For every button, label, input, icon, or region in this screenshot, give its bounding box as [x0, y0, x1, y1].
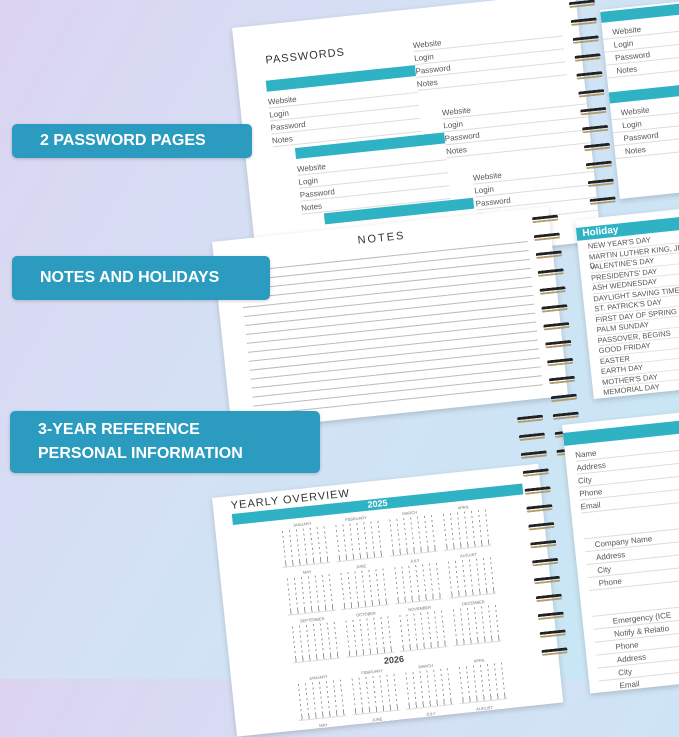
month-days: [342, 616, 394, 651]
month-days: [278, 526, 330, 562]
spiral-ring: [578, 88, 605, 98]
label-password-pages: 2 PASSWORD PAGES: [12, 124, 252, 158]
month-days: [283, 573, 335, 609]
spiral-ring: [545, 339, 572, 349]
personal-info-page: Name Address City Phone Email Company Name Add…: [562, 411, 679, 694]
spiral-ring: [580, 106, 607, 116]
mini-month-calendar: MARCH: [385, 507, 438, 557]
notes-page: NOTES: [212, 206, 569, 431]
spiral-ring: [526, 504, 553, 513]
month-days: [439, 509, 491, 545]
mini-month-calendar: JUNE: [352, 714, 406, 737]
mini-month-calendar: AUGUST: [444, 550, 497, 599]
mini-month-calendar: JANUARY: [278, 519, 331, 568]
spiral-ring: [585, 160, 613, 170]
spiral-ring: [537, 611, 565, 621]
mini-month-calendar: JANUARY: [294, 672, 347, 722]
month-days: [456, 662, 507, 698]
mini-month-calendar: APRIL: [439, 502, 492, 552]
spiral-ring: [539, 629, 566, 639]
mini-month-calendar: FEBRUARY: [347, 666, 401, 716]
yearly-overview-page: YEARLY OVERVIEW 2025 JANUARY FEBRUARY MARC…: [212, 463, 564, 737]
mini-month-calendar: FEBRUARY: [331, 513, 385, 563]
month-days: [449, 604, 501, 640]
spiral-ring: [572, 35, 600, 44]
spiral-ring: [533, 575, 561, 585]
mini-month-calendar: AUGUST: [460, 703, 513, 737]
spiral-ring: [568, 0, 596, 9]
month-days: [288, 621, 340, 657]
label-text: NOTES AND HOLIDAYS: [40, 269, 220, 286]
mini-month-calendar: JULY: [390, 555, 443, 605]
month-days: [386, 514, 438, 550]
month-days: [294, 679, 346, 715]
month-name: AUGUST: [460, 703, 509, 716]
mini-month-calendar: JULY: [406, 708, 459, 737]
spiral-ring: [520, 450, 548, 460]
spiral-ring: [589, 196, 616, 206]
spiral-ring: [570, 17, 598, 27]
spiral-ring: [548, 375, 576, 385]
spiral-ring: [537, 268, 565, 277]
month-days: [461, 710, 512, 737]
spiral-ring: [576, 71, 603, 80]
mini-month-calendar: APRIL: [455, 655, 508, 705]
month-days: [407, 715, 459, 737]
mini-month-calendar: NOVEMBER: [395, 603, 448, 653]
mini-month-calendar: JUNE: [336, 561, 390, 611]
month-days: [332, 520, 384, 556]
spiral-ring: [543, 321, 570, 331]
spiral-ring: [550, 393, 578, 403]
month-days: [402, 668, 454, 703]
mini-month-calendar: OCTOBER: [341, 609, 395, 658]
month-days: [353, 721, 405, 737]
spiral-ring: [535, 593, 563, 603]
spiral-ring: [535, 250, 563, 260]
spiral-ring: [524, 486, 551, 495]
spiral-ring: [583, 142, 611, 152]
spiral-ring: [522, 468, 550, 477]
passwords-title: PASSWORDS: [264, 46, 346, 67]
month-name: MAY: [299, 720, 348, 733]
spiral-ring: [531, 214, 559, 224]
spiral-ring: [546, 357, 574, 367]
spiral-ring: [552, 411, 580, 421]
month-days: [444, 556, 496, 592]
label-text: 2 PASSWORD PAGES: [40, 132, 206, 149]
mini-month-calendar: DECEMBER: [449, 597, 502, 647]
label-notes-holidays: NOTES AND HOLIDAYS: [12, 256, 270, 300]
spiral-ring: [530, 539, 557, 549]
spiral-ring: [539, 286, 566, 295]
spiral-ring: [516, 414, 544, 424]
spiral-ring: [533, 232, 561, 242]
spiral-ring: [587, 178, 615, 188]
spiral-ring: [541, 304, 568, 313]
month-name: JULY: [406, 708, 456, 721]
holiday-page: Holiday NEW YEAR'S DAY MARTIN LUTHER KING…: [575, 207, 679, 400]
spiral-ring: [541, 647, 568, 656]
month-name: JUNE: [352, 714, 402, 727]
label-text: 3-YEAR REFERENCE: [38, 421, 200, 438]
spiral-ring: [531, 557, 559, 567]
month-days: [337, 568, 389, 604]
mini-month-calendar: SEPTEMBER: [288, 614, 341, 664]
spiral-ring: [518, 432, 546, 442]
mini-month-calendar: MAY: [283, 566, 336, 616]
spiral-ring: [574, 53, 601, 62]
spiral-ring: [528, 521, 555, 531]
month-days: [391, 562, 443, 598]
label-reference-personal: 3-YEAR REFERENCE PERSONAL INFORMATION: [10, 411, 320, 473]
mini-month-calendar: MAY: [299, 720, 352, 737]
mini-month-calendar: MARCH: [401, 661, 454, 710]
spiral-ring: [581, 124, 609, 134]
month-days: [396, 610, 448, 646]
label-text: PERSONAL INFORMATION: [38, 445, 243, 462]
